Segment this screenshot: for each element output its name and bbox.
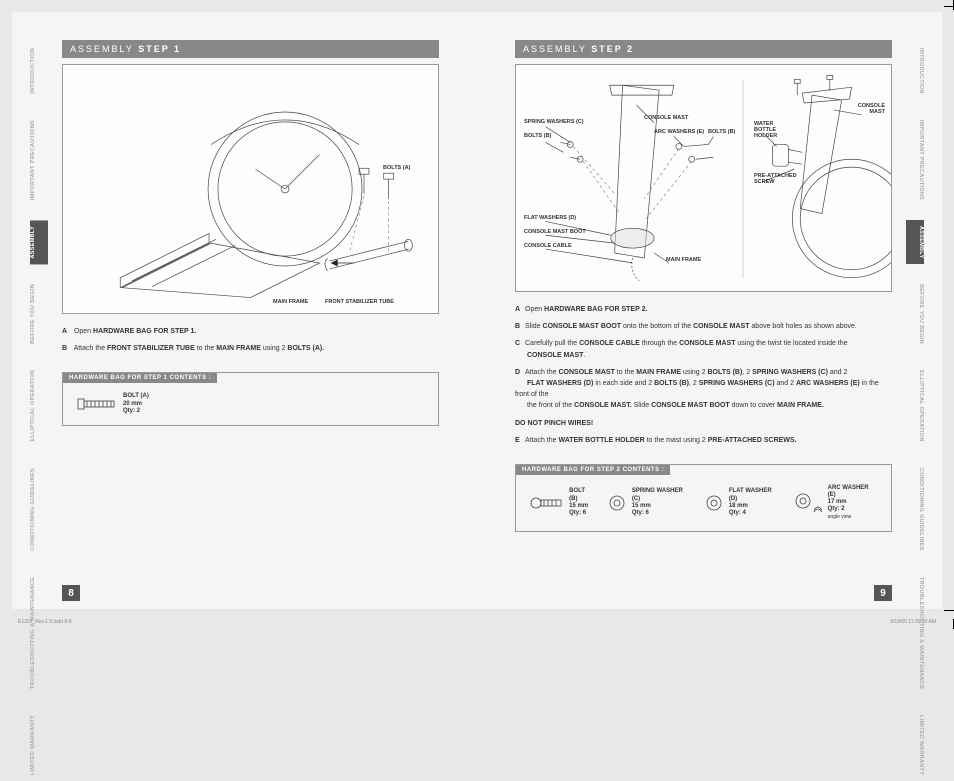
step1-header: ASSEMBLY STEP 1 [62, 40, 439, 58]
hardware-item: ARC WASHER (E)17 mmQty: 2angle view [794, 485, 877, 521]
step2-header-bold: STEP 2 [591, 44, 634, 54]
sidetab: CONDITIONING GUIDELINES [906, 462, 924, 557]
instr-label-a: A [62, 326, 72, 337]
page-number-left: 8 [62, 585, 80, 601]
label-spring-washers: SPRING WASHERS (C) [524, 119, 584, 125]
side-tabs-left: INTRODUCTION IMPORTANT PRECAUTIONS ASSEMBL… [30, 42, 48, 781]
sidetab: IMPORTANT PRECAUTIONS [30, 114, 48, 206]
step1-hardware-box: HARDWARE BAG FOR STEP 1 CONTENTS : BOLT … [62, 372, 439, 426]
sidetab: ELLIPTICAL OPERATION [906, 364, 924, 448]
label-bolts-b-l: BOLTS (B) [524, 133, 551, 139]
sidetab: ELLIPTICAL OPERATION [30, 364, 48, 448]
pinch-warning: DO NOT PINCH WIRES! [515, 420, 593, 427]
step2-hardware-box: HARDWARE BAG FOR STEP 2 CONTENTS : BOLT … [515, 464, 892, 532]
label-front-tube: FRONT STABILIZER TUBE [325, 299, 394, 305]
step2-diagram: SPRING WASHERS (C) BOLTS (B) FLAT WASHER… [515, 64, 892, 292]
washer-icon [608, 494, 626, 512]
label-cable: CONSOLE CABLE [524, 243, 572, 249]
step1-diagram: BOLTS (A) MAIN FRAME FRONT STABILIZER TU… [62, 64, 439, 314]
step1-header-prefix: ASSEMBLY [70, 44, 138, 54]
step2-instructions: AOpen HARDWARE BAG FOR STEP 2. BSlide CO… [515, 304, 892, 446]
step2-header: ASSEMBLY STEP 2 [515, 40, 892, 58]
step1-header-bold: STEP 1 [138, 44, 181, 54]
label-bolts-b-r: BOLTS (B) [708, 129, 735, 135]
hardware-item: BOLT (B)15 mmQty: 6 [530, 488, 594, 517]
sidetab: BEFORE YOU BEGIN [906, 278, 924, 350]
sidetab: BEFORE YOU BEGIN [30, 278, 48, 350]
sidetab: LIMITED WARRANTY [30, 709, 48, 781]
label-main-frame-2: MAIN FRAME [666, 257, 701, 263]
step2-hardware-body: BOLT (B)15 mmQty: 6 SPRING WASHER (C)15 m… [516, 475, 891, 531]
sidetab: INTRODUCTION [906, 42, 924, 100]
sidetab: IMPORTANT PRECAUTIONS [906, 114, 924, 206]
sidetab: CONDITIONING GUIDELINES [30, 462, 48, 557]
label-console-mast: CONSOLE MAST [644, 115, 688, 121]
label-console-mast-r: CONSOLE MAST [851, 103, 885, 115]
page-right: INTRODUCTION IMPORTANT PRECAUTIONS ASSEMBL… [477, 12, 942, 609]
sidetab: TROUBLESHOOTING & MAINTENANCE [906, 571, 924, 695]
sidetab: ASSEMBLY [906, 220, 924, 264]
label-flat-washers: FLAT WASHERS (D) [524, 215, 576, 221]
label-mast-boot: CONSOLE MAST BOOT [524, 229, 586, 235]
side-tabs-right: INTRODUCTION IMPORTANT PRECAUTIONS ASSEMBL… [906, 42, 924, 781]
hardware-item: SPRING WASHER (C)15 mmQty: 6 [608, 488, 691, 517]
hardware-item: FLAT WASHER (D)18 mmQty: 4 [705, 488, 780, 517]
page-number-right: 9 [874, 585, 892, 601]
sidetab: TROUBLESHOOTING & MAINTENANCE [30, 571, 48, 695]
sidetab: LIMITED WARRANTY [906, 709, 924, 781]
label-water-bottle: WATER BOTTLE HOLDER [754, 121, 788, 139]
instr-label-b: B [62, 343, 72, 354]
step2-header-prefix: ASSEMBLY [523, 44, 591, 54]
bolt-round-icon [530, 496, 563, 510]
label-arc-washers: ARC WASHERS (E) [654, 129, 704, 135]
sidetab: INTRODUCTION [30, 42, 48, 100]
label-pre-screw: PRE-ATTACHED SCREW [754, 173, 798, 185]
page-left: INTRODUCTION IMPORTANT PRECAUTIONS ASSEMBL… [12, 12, 477, 609]
footer-file: E1201_Rev.1.5.indd 8-9 [18, 619, 72, 625]
footer-date: 9/19/06 11:36:20 AM [890, 619, 936, 625]
washer-icon [705, 494, 723, 512]
page-spread: INTRODUCTION IMPORTANT PRECAUTIONS ASSEMBL… [12, 12, 942, 609]
step1-hardware-title: HARDWARE BAG FOR STEP 1 CONTENTS : [63, 373, 217, 383]
sidetab: ASSEMBLY [30, 220, 48, 264]
hardware-item: BOLT (A)20 mmQty: 2 [77, 393, 149, 415]
label-bolts-a: BOLTS (A) [383, 165, 410, 171]
step1-hardware-body: BOLT (A)20 mmQty: 2 [63, 383, 438, 425]
bolt-icon [77, 397, 117, 411]
step2-hardware-title: HARDWARE BAG FOR STEP 2 CONTENTS : [516, 465, 670, 475]
step1-instructions: A Open HARDWARE BAG FOR STEP 1. B Attach… [62, 326, 439, 354]
footer: E1201_Rev.1.5.indd 8-9 9/19/06 11:36:20 … [18, 619, 936, 625]
label-main-frame: MAIN FRAME [273, 299, 308, 305]
arc-washer-icon [794, 492, 821, 514]
